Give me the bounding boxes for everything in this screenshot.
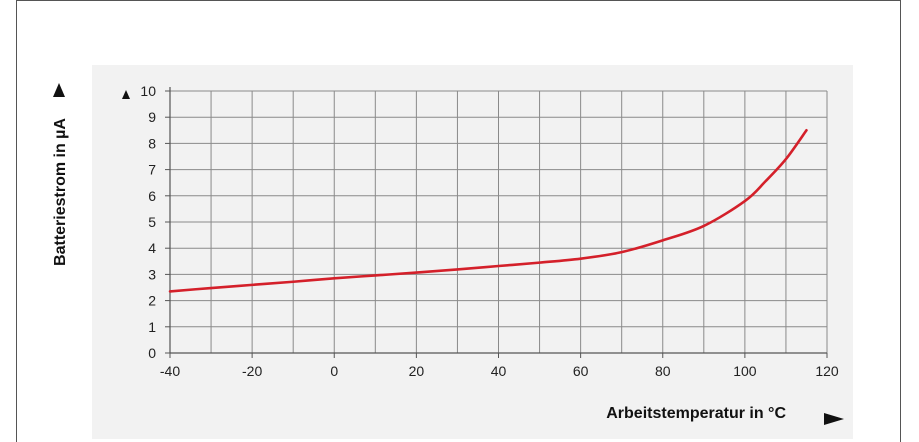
y-axis-label-arrow-icon (53, 83, 65, 97)
series-line (168, 129, 808, 293)
x-tick-label: 40 (491, 363, 507, 379)
x-tick-label: -40 (160, 363, 180, 379)
y-tick-label: 7 (148, 162, 156, 178)
y-tick-label: 3 (148, 266, 156, 282)
y-tick-label: 2 (148, 293, 156, 309)
chart-svg: 0 1 2 3 4 5 6 7 8 9 10 -40 -20 0 20 40 60 80 100 120 (92, 65, 853, 439)
figure-frame (16, 0, 901, 442)
x-tick-label: 80 (655, 363, 671, 379)
x-tick-label: 100 (733, 363, 757, 379)
chart-panel: 0 1 2 3 4 5 6 7 8 9 10 -40 -20 0 20 40 60 80 100 120 (92, 65, 853, 439)
y-tick-label: 5 (148, 214, 156, 230)
y-tick-label: 6 (148, 188, 156, 204)
chart-background (92, 65, 853, 439)
y-axis-arrow-icon (122, 90, 130, 99)
x-tick-label: -20 (242, 363, 262, 379)
x-tick-label: 120 (815, 363, 839, 379)
x-tick-label: 0 (330, 363, 338, 379)
x-axis-label-arrow-icon (824, 413, 844, 425)
y-tick-label: 9 (148, 109, 156, 125)
y-tick-label: 4 (148, 240, 156, 256)
y-tick-label: 1 (148, 319, 156, 335)
y-axis-label: Batteriestrom in µA (52, 118, 69, 266)
x-axis-label: Arbeitstemperatur in °C (606, 405, 786, 422)
y-tick-label: 0 (148, 345, 156, 361)
x-tick-label: 20 (409, 363, 425, 379)
y-tick-label: 10 (140, 83, 156, 99)
y-tick-label: 8 (148, 135, 156, 151)
x-tick-label: 60 (573, 363, 589, 379)
